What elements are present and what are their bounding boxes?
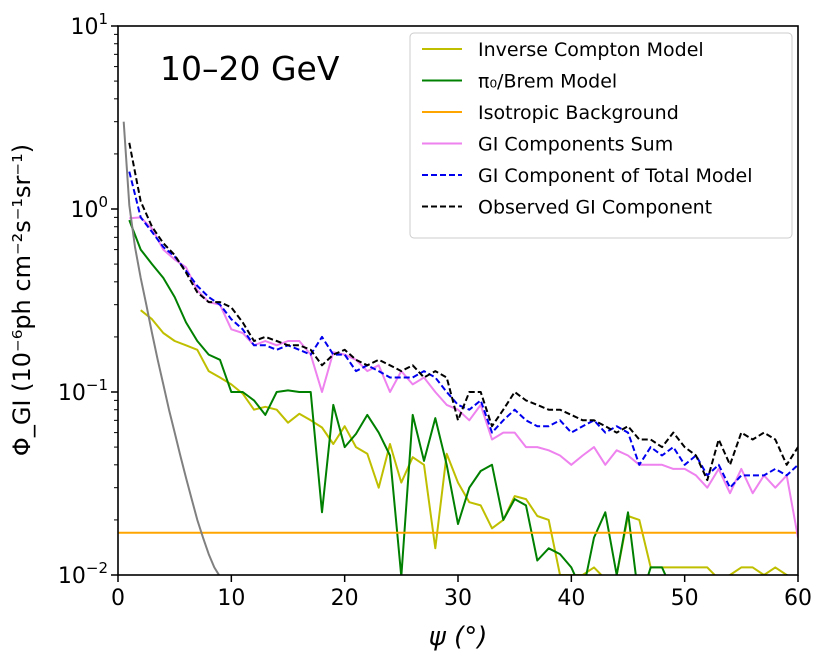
x-tick-label: 10	[217, 586, 245, 611]
x-axis-label: ψ (°)	[429, 622, 488, 652]
y-tick-label: 100	[70, 193, 108, 223]
y-axis-label: Φ_GI (10⁻⁶ph cm⁻²s⁻¹sr⁻¹)	[8, 144, 36, 456]
series-line-0	[140, 309, 790, 575]
legend-label: Isotropic Background	[478, 102, 679, 124]
legend-label: GI Component of Total Model	[478, 165, 753, 187]
legend: Inverse Compton Model π₀/Brem Model Isotro…	[409, 32, 793, 239]
x-tick-label: 0	[111, 586, 125, 611]
axis-layer: 0 10 20 30 40 50 60 10−2 10−1 100 101	[58, 10, 812, 611]
series-layer	[118, 121, 798, 575]
x-tick-label: 20	[331, 586, 359, 611]
series-line-1	[128, 219, 789, 575]
x-tick-label: 30	[444, 586, 472, 611]
chart-title: 10–20 GeV	[160, 49, 340, 88]
series-line-3	[129, 216, 798, 538]
y-tick-label: 10−1	[58, 376, 108, 406]
x-tick-label: 40	[557, 586, 585, 611]
legend-box	[409, 32, 793, 239]
series-line-5	[128, 142, 798, 482]
x-tick-label: 50	[671, 586, 699, 611]
legend-label: GI Components Sum	[478, 134, 673, 156]
y-tick-label: 10−2	[58, 559, 108, 589]
y-tick-label: 101	[70, 10, 108, 40]
legend-label: π₀/Brem Model	[478, 71, 617, 93]
x-tick-label: 60	[784, 586, 812, 611]
legend-label: Observed GI Component	[478, 197, 712, 219]
series-line-6	[122, 121, 221, 575]
legend-label: Inverse Compton Model	[478, 39, 704, 61]
